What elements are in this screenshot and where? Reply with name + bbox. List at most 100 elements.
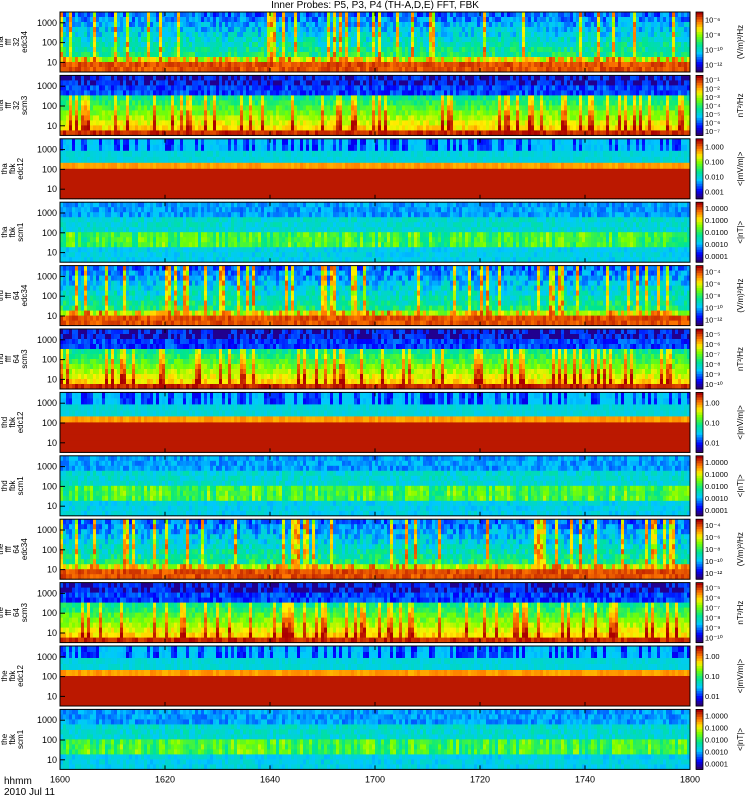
cell [231,17,235,23]
cell [300,17,304,23]
cell [570,90,574,96]
cell [591,52,595,58]
cell [252,105,256,111]
cell [312,12,316,18]
cell [462,22,466,28]
cell [453,42,457,48]
cell [243,67,247,73]
cell [345,110,349,116]
cell [651,120,655,126]
cell [366,22,370,28]
cell [147,90,151,96]
cell [456,125,460,131]
cell [429,22,433,28]
cell [528,42,532,48]
cell [393,125,397,131]
cell [495,90,499,96]
cell [123,125,127,131]
cell [96,52,100,58]
cell [354,22,358,28]
cell [396,47,400,53]
cell [489,75,493,81]
cell [618,67,622,73]
cell [408,110,412,116]
cell [471,105,475,111]
cell [555,42,559,48]
cell [276,37,280,43]
cell [291,12,295,18]
cell [642,85,646,91]
cell [264,110,268,116]
cell [159,85,163,91]
cell [138,105,142,111]
cell [582,42,586,48]
cell [336,90,340,96]
cell [465,75,469,81]
cell [504,27,508,33]
cell [165,115,169,121]
cell [399,95,403,101]
cell [177,37,181,43]
cell [162,42,166,48]
cell [477,22,481,28]
cell [126,105,130,111]
cell [99,90,103,96]
cell [645,32,649,38]
cell [633,125,637,131]
cell [195,17,199,23]
cell [648,110,652,116]
cell [459,27,463,33]
cell [660,80,664,86]
cell [525,67,529,73]
cell [498,80,502,86]
cell [549,42,553,48]
cell [255,57,259,63]
cell [237,115,241,121]
cell [297,110,301,116]
cell [462,125,466,131]
cell [243,110,247,116]
cell [570,22,574,28]
cell [663,22,667,28]
cell [510,52,514,58]
cell [264,37,268,43]
cell [576,57,580,63]
cell [201,27,205,33]
cell [342,80,346,86]
cell [318,100,322,106]
cell [93,57,97,63]
cell [516,125,520,131]
cell [96,67,100,73]
y-axis-label: tha fff 32 edc34 [0,31,29,53]
cell [336,52,340,58]
cell [171,100,175,106]
cell [546,27,550,33]
cell [651,67,655,73]
cell [606,62,610,68]
cell [501,17,505,23]
cell [276,105,280,111]
cell [162,90,166,96]
cell [63,32,67,38]
cell [642,27,646,33]
cell [399,100,403,106]
cell [225,62,229,68]
cell [585,105,589,111]
cell [411,115,415,121]
cell [72,12,76,18]
cell [252,110,256,116]
cell [255,85,259,91]
cell [528,90,532,96]
cell [327,125,331,131]
cell [432,67,436,73]
cell [315,100,319,106]
cell [396,42,400,48]
cell [357,32,361,38]
cell [474,125,478,131]
cell [375,95,379,101]
cell [219,42,223,48]
cell [609,75,613,81]
cell [363,125,367,131]
cell [186,85,190,91]
cell [294,105,298,111]
